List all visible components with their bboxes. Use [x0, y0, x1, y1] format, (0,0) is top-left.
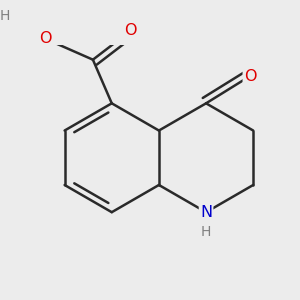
Text: N: N: [200, 205, 212, 220]
Text: O: O: [40, 32, 52, 46]
Text: O: O: [124, 23, 137, 38]
Text: H: H: [201, 225, 211, 239]
Text: O: O: [244, 68, 256, 83]
Text: H: H: [0, 9, 10, 23]
